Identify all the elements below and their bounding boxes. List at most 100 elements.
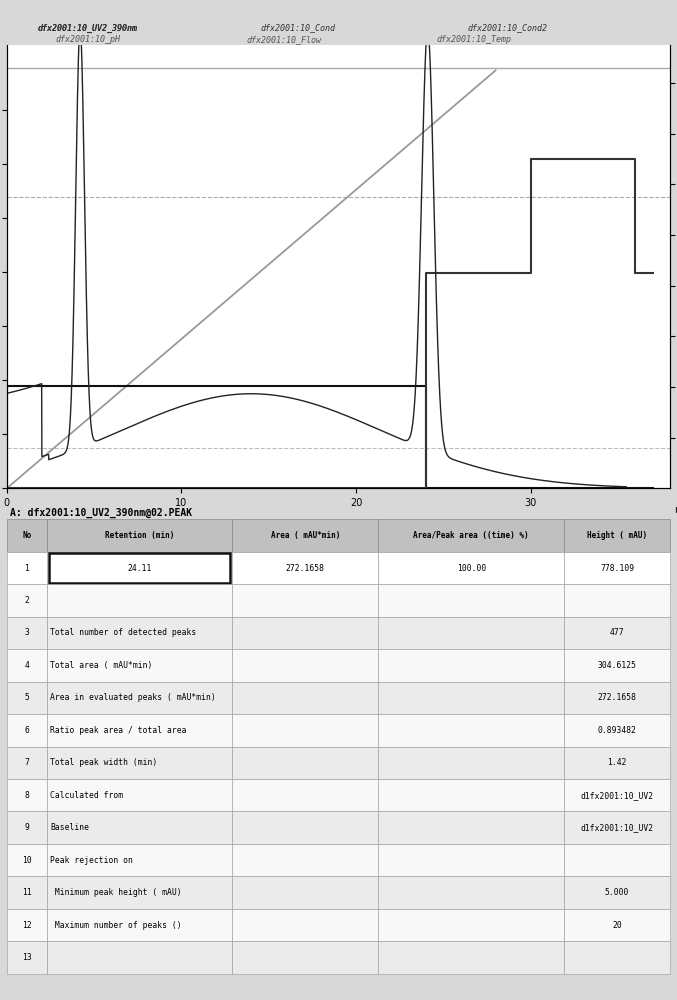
Bar bbox=[564, 617, 670, 649]
Text: dfx2001:10_pH: dfx2001:10_pH bbox=[56, 35, 121, 44]
Bar bbox=[232, 584, 378, 617]
Text: Baseline: Baseline bbox=[50, 823, 89, 832]
Bar bbox=[47, 747, 232, 779]
Bar bbox=[232, 811, 378, 844]
Bar bbox=[47, 519, 232, 552]
Text: 5.000: 5.000 bbox=[605, 888, 630, 897]
Bar bbox=[7, 941, 47, 974]
Text: 9: 9 bbox=[24, 823, 29, 832]
Text: Ratio peak area / total area: Ratio peak area / total area bbox=[50, 726, 186, 735]
Bar bbox=[47, 909, 232, 941]
Bar bbox=[232, 552, 378, 584]
Text: d1fx2001:10_UV2: d1fx2001:10_UV2 bbox=[581, 791, 654, 800]
Text: 272.1658: 272.1658 bbox=[286, 564, 325, 573]
Text: 7: 7 bbox=[24, 758, 29, 767]
Text: 477: 477 bbox=[610, 628, 624, 637]
Bar bbox=[232, 747, 378, 779]
Text: Total number of detected peaks: Total number of detected peaks bbox=[50, 628, 196, 637]
Text: 3: 3 bbox=[24, 628, 29, 637]
Text: 2: 2 bbox=[24, 596, 29, 605]
Bar bbox=[564, 714, 670, 747]
Text: Area ( mAU*min): Area ( mAU*min) bbox=[271, 531, 340, 540]
Text: 12: 12 bbox=[22, 921, 32, 930]
Text: dfx2001:10_Temp: dfx2001:10_Temp bbox=[437, 35, 511, 44]
Text: Maximum number of peaks (): Maximum number of peaks () bbox=[50, 921, 181, 930]
Text: Area in evaluated peaks ( mAU*min): Area in evaluated peaks ( mAU*min) bbox=[50, 693, 216, 702]
Bar bbox=[7, 584, 47, 617]
Bar bbox=[47, 552, 232, 584]
Text: 24.11: 24.11 bbox=[127, 564, 152, 573]
Bar bbox=[378, 519, 564, 552]
Bar bbox=[378, 941, 564, 974]
Bar bbox=[232, 519, 378, 552]
Bar bbox=[378, 584, 564, 617]
Bar bbox=[564, 584, 670, 617]
Bar bbox=[564, 682, 670, 714]
Text: 100.00: 100.00 bbox=[456, 564, 486, 573]
Bar bbox=[378, 617, 564, 649]
Bar bbox=[7, 552, 47, 584]
Bar bbox=[47, 584, 232, 617]
Bar bbox=[49, 553, 230, 583]
Bar bbox=[7, 811, 47, 844]
Bar bbox=[564, 909, 670, 941]
Bar bbox=[232, 779, 378, 811]
Bar bbox=[7, 876, 47, 909]
Bar bbox=[378, 552, 564, 584]
Bar bbox=[7, 714, 47, 747]
Text: 778.109: 778.109 bbox=[600, 564, 634, 573]
Bar bbox=[232, 941, 378, 974]
Bar bbox=[7, 519, 47, 552]
Bar bbox=[232, 876, 378, 909]
Bar bbox=[378, 779, 564, 811]
Bar bbox=[378, 876, 564, 909]
Text: 1.42: 1.42 bbox=[607, 758, 627, 767]
Text: d1fx2001:10_UV2: d1fx2001:10_UV2 bbox=[581, 823, 654, 832]
Bar bbox=[47, 811, 232, 844]
Text: Total area ( mAU*min): Total area ( mAU*min) bbox=[50, 661, 152, 670]
Text: dfx2001:10_UV2_390nm: dfx2001:10_UV2_390nm bbox=[38, 23, 138, 33]
Bar bbox=[564, 811, 670, 844]
Bar bbox=[47, 682, 232, 714]
Bar bbox=[378, 909, 564, 941]
Bar bbox=[47, 876, 232, 909]
Text: 5: 5 bbox=[24, 693, 29, 702]
Text: Height ( mAU): Height ( mAU) bbox=[587, 531, 647, 540]
Bar bbox=[564, 552, 670, 584]
Bar bbox=[564, 876, 670, 909]
Bar bbox=[7, 779, 47, 811]
Text: 13: 13 bbox=[22, 953, 32, 962]
Bar bbox=[232, 682, 378, 714]
Bar bbox=[378, 682, 564, 714]
Bar bbox=[378, 714, 564, 747]
Bar bbox=[232, 617, 378, 649]
Text: 20: 20 bbox=[612, 921, 622, 930]
Text: Minimum peak height ( mAU): Minimum peak height ( mAU) bbox=[50, 888, 181, 897]
Bar bbox=[564, 844, 670, 876]
Text: dfx2001:10_UV2_390nm: dfx2001:10_UV2_390nm bbox=[38, 23, 138, 32]
Bar bbox=[232, 909, 378, 941]
Bar bbox=[7, 617, 47, 649]
Bar bbox=[7, 649, 47, 682]
Bar bbox=[7, 909, 47, 941]
Bar bbox=[564, 941, 670, 974]
Text: dfx2001:10_Flow: dfx2001:10_Flow bbox=[247, 35, 322, 44]
Bar bbox=[47, 941, 232, 974]
Text: 11: 11 bbox=[22, 888, 32, 897]
Bar bbox=[378, 811, 564, 844]
Bar bbox=[378, 844, 564, 876]
Text: 304.6125: 304.6125 bbox=[598, 661, 636, 670]
Bar bbox=[232, 649, 378, 682]
Text: No: No bbox=[22, 531, 31, 540]
Bar bbox=[7, 747, 47, 779]
Text: dfx2001:10_Cond2: dfx2001:10_Cond2 bbox=[468, 23, 548, 32]
Text: min: min bbox=[674, 505, 677, 515]
Text: dfx2001:10_Cond: dfx2001:10_Cond bbox=[261, 23, 335, 32]
Bar bbox=[232, 844, 378, 876]
Bar bbox=[47, 779, 232, 811]
Text: Peak rejection on: Peak rejection on bbox=[50, 856, 133, 865]
Text: 1: 1 bbox=[24, 564, 29, 573]
Bar bbox=[47, 617, 232, 649]
Text: 6: 6 bbox=[24, 726, 29, 735]
Text: Total peak width (min): Total peak width (min) bbox=[50, 758, 157, 767]
